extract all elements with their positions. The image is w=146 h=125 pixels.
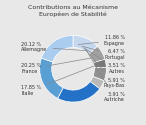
Wedge shape (93, 67, 106, 81)
Text: 11.86 %
Espagne: 11.86 % Espagne (78, 35, 125, 46)
Wedge shape (73, 35, 98, 54)
Wedge shape (89, 46, 105, 63)
Text: 17.85 %
Italie: 17.85 % Italie (21, 66, 94, 96)
Text: 20.12 %
Allemagne: 20.12 % Allemagne (21, 42, 86, 52)
Text: 3.91 %
Autriche: 3.91 % Autriche (86, 50, 125, 102)
Title: Contributions au Mécanisme
Européen de Stabilité: Contributions au Mécanisme Européen de S… (28, 5, 118, 17)
Text: 5.91 %
Pays-Bas: 5.91 % Pays-Bas (85, 49, 125, 88)
Wedge shape (90, 76, 104, 89)
Wedge shape (41, 35, 73, 62)
Wedge shape (58, 82, 100, 102)
Text: 3.51 %
Autres: 3.51 % Autres (84, 48, 125, 74)
Wedge shape (40, 58, 63, 98)
Wedge shape (93, 59, 106, 68)
Text: 20.25 %
France: 20.25 % France (21, 58, 91, 74)
Text: 6.47 %
Portugal: 6.47 % Portugal (82, 46, 125, 60)
